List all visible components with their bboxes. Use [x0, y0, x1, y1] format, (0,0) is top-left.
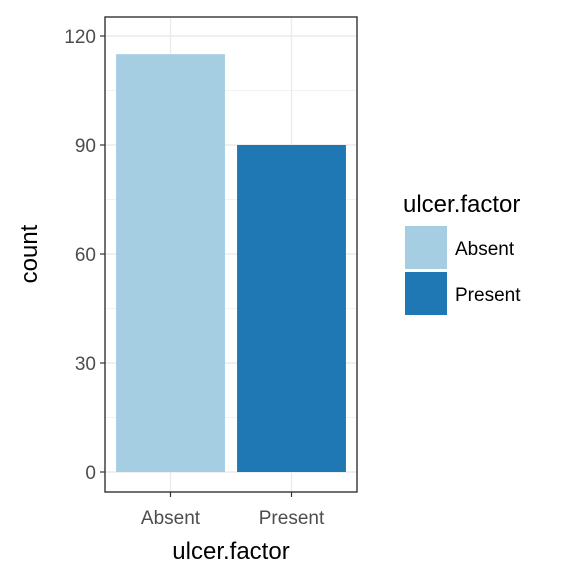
y-axis: 0 30 60 90 120: [64, 27, 105, 484]
y-tick-label: 90: [75, 136, 96, 157]
x-axis: Absent Present: [141, 492, 325, 529]
legend-label-absent: Absent: [455, 239, 515, 260]
y-tick-label: 120: [64, 27, 96, 48]
legend: ulcer.factor Absent Present: [403, 191, 521, 315]
x-tick-label: Present: [259, 508, 325, 529]
legend-key-absent: [405, 226, 447, 269]
bar-present: [237, 145, 346, 472]
y-tick-label: 0: [85, 463, 96, 484]
x-axis-title: ulcer.factor: [172, 538, 289, 565]
x-tick-label: Absent: [141, 508, 201, 529]
legend-key-present: [405, 272, 447, 315]
bar-absent: [116, 54, 225, 473]
bars: [116, 54, 346, 473]
y-axis-title: count: [16, 224, 43, 283]
y-tick-label: 30: [75, 354, 96, 375]
legend-label-present: Present: [455, 285, 521, 306]
legend-title: ulcer.factor: [403, 191, 520, 218]
y-tick-label: 60: [75, 245, 96, 266]
